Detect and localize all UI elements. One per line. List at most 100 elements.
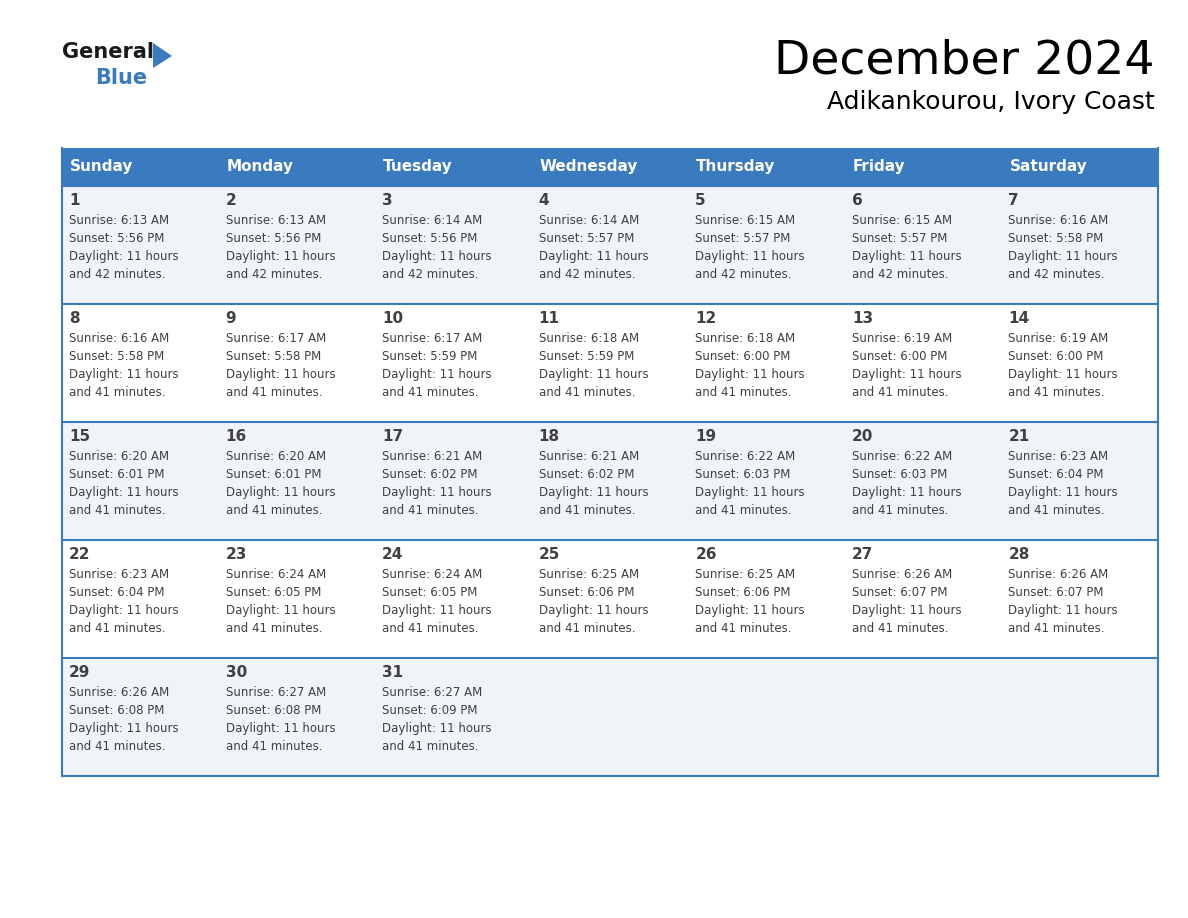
- Text: Daylight: 11 hours: Daylight: 11 hours: [1009, 368, 1118, 381]
- Bar: [62, 304, 219, 422]
- Text: Sunset: 6:05 PM: Sunset: 6:05 PM: [383, 586, 478, 599]
- Text: Sunrise: 6:22 AM: Sunrise: 6:22 AM: [695, 450, 796, 463]
- Text: Daylight: 11 hours: Daylight: 11 hours: [383, 368, 492, 381]
- Bar: [845, 148, 1001, 186]
- Text: Daylight: 11 hours: Daylight: 11 hours: [695, 250, 805, 263]
- Bar: [1001, 658, 1158, 776]
- Text: and 41 minutes.: and 41 minutes.: [695, 504, 791, 517]
- Text: and 42 minutes.: and 42 minutes.: [1009, 268, 1105, 281]
- Text: Daylight: 11 hours: Daylight: 11 hours: [383, 722, 492, 735]
- Text: Sunrise: 6:14 AM: Sunrise: 6:14 AM: [538, 214, 639, 227]
- Bar: [62, 186, 219, 304]
- Bar: [375, 658, 532, 776]
- Text: Sunrise: 6:23 AM: Sunrise: 6:23 AM: [69, 568, 169, 581]
- Text: Sunrise: 6:19 AM: Sunrise: 6:19 AM: [1009, 332, 1108, 345]
- Text: 11: 11: [538, 311, 560, 326]
- Bar: [532, 186, 688, 304]
- Text: Sunset: 6:01 PM: Sunset: 6:01 PM: [226, 468, 321, 481]
- Text: 12: 12: [695, 311, 716, 326]
- Text: Daylight: 11 hours: Daylight: 11 hours: [538, 604, 649, 617]
- Text: Sunrise: 6:13 AM: Sunrise: 6:13 AM: [226, 214, 326, 227]
- Text: and 41 minutes.: and 41 minutes.: [69, 386, 165, 399]
- Text: Sunrise: 6:17 AM: Sunrise: 6:17 AM: [383, 332, 482, 345]
- Bar: [532, 148, 688, 186]
- Text: Sunrise: 6:21 AM: Sunrise: 6:21 AM: [538, 450, 639, 463]
- Bar: [1001, 422, 1158, 540]
- Text: and 42 minutes.: and 42 minutes.: [852, 268, 948, 281]
- Text: Sunday: Sunday: [70, 160, 133, 174]
- Text: Daylight: 11 hours: Daylight: 11 hours: [695, 604, 805, 617]
- Text: and 41 minutes.: and 41 minutes.: [226, 740, 322, 753]
- Text: Sunset: 6:07 PM: Sunset: 6:07 PM: [852, 586, 947, 599]
- Text: December 2024: December 2024: [775, 38, 1155, 83]
- Text: Sunset: 5:59 PM: Sunset: 5:59 PM: [538, 350, 634, 363]
- Text: Sunrise: 6:25 AM: Sunrise: 6:25 AM: [695, 568, 796, 581]
- Text: Sunrise: 6:27 AM: Sunrise: 6:27 AM: [226, 686, 326, 699]
- Bar: [219, 186, 375, 304]
- Text: Sunset: 5:58 PM: Sunset: 5:58 PM: [69, 350, 164, 363]
- Bar: [375, 422, 532, 540]
- Text: 19: 19: [695, 429, 716, 444]
- Text: 10: 10: [383, 311, 403, 326]
- Text: Daylight: 11 hours: Daylight: 11 hours: [383, 486, 492, 499]
- Text: 14: 14: [1009, 311, 1030, 326]
- Text: and 41 minutes.: and 41 minutes.: [383, 622, 479, 635]
- Text: General: General: [62, 42, 154, 62]
- Text: Sunset: 6:05 PM: Sunset: 6:05 PM: [226, 586, 321, 599]
- Text: Sunset: 6:07 PM: Sunset: 6:07 PM: [1009, 586, 1104, 599]
- Text: 8: 8: [69, 311, 80, 326]
- Text: and 42 minutes.: and 42 minutes.: [69, 268, 165, 281]
- Text: Sunrise: 6:16 AM: Sunrise: 6:16 AM: [69, 332, 169, 345]
- Bar: [375, 304, 532, 422]
- Bar: [845, 422, 1001, 540]
- Text: 7: 7: [1009, 193, 1019, 208]
- Text: and 41 minutes.: and 41 minutes.: [538, 504, 636, 517]
- Bar: [62, 148, 219, 186]
- Bar: [219, 148, 375, 186]
- Text: Daylight: 11 hours: Daylight: 11 hours: [226, 368, 335, 381]
- Text: Sunrise: 6:14 AM: Sunrise: 6:14 AM: [383, 214, 482, 227]
- Text: and 41 minutes.: and 41 minutes.: [852, 386, 948, 399]
- Text: Monday: Monday: [227, 160, 293, 174]
- Text: Daylight: 11 hours: Daylight: 11 hours: [69, 250, 178, 263]
- Bar: [688, 304, 845, 422]
- Bar: [1001, 148, 1158, 186]
- Bar: [532, 422, 688, 540]
- Text: 5: 5: [695, 193, 706, 208]
- Text: Sunset: 5:56 PM: Sunset: 5:56 PM: [383, 232, 478, 245]
- Text: 6: 6: [852, 193, 862, 208]
- Text: Sunrise: 6:25 AM: Sunrise: 6:25 AM: [538, 568, 639, 581]
- Bar: [532, 540, 688, 658]
- Text: 28: 28: [1009, 547, 1030, 562]
- Text: Sunrise: 6:24 AM: Sunrise: 6:24 AM: [383, 568, 482, 581]
- Text: 15: 15: [69, 429, 90, 444]
- Text: and 41 minutes.: and 41 minutes.: [1009, 504, 1105, 517]
- Text: and 41 minutes.: and 41 minutes.: [69, 740, 165, 753]
- Text: and 41 minutes.: and 41 minutes.: [538, 386, 636, 399]
- Text: Sunset: 6:02 PM: Sunset: 6:02 PM: [538, 468, 634, 481]
- Text: and 42 minutes.: and 42 minutes.: [383, 268, 479, 281]
- Bar: [688, 148, 845, 186]
- Text: 20: 20: [852, 429, 873, 444]
- Bar: [532, 304, 688, 422]
- Text: Sunrise: 6:18 AM: Sunrise: 6:18 AM: [538, 332, 639, 345]
- Text: Sunset: 6:06 PM: Sunset: 6:06 PM: [538, 586, 634, 599]
- Text: Sunrise: 6:15 AM: Sunrise: 6:15 AM: [695, 214, 796, 227]
- Text: Sunrise: 6:15 AM: Sunrise: 6:15 AM: [852, 214, 952, 227]
- Bar: [1001, 304, 1158, 422]
- Text: 24: 24: [383, 547, 404, 562]
- Bar: [1001, 186, 1158, 304]
- Text: Sunset: 6:02 PM: Sunset: 6:02 PM: [383, 468, 478, 481]
- Text: Daylight: 11 hours: Daylight: 11 hours: [852, 250, 961, 263]
- Text: 16: 16: [226, 429, 247, 444]
- Text: Sunset: 6:06 PM: Sunset: 6:06 PM: [695, 586, 791, 599]
- Polygon shape: [153, 43, 172, 68]
- Text: Sunrise: 6:26 AM: Sunrise: 6:26 AM: [69, 686, 169, 699]
- Text: Blue: Blue: [95, 68, 147, 88]
- Text: and 41 minutes.: and 41 minutes.: [695, 386, 791, 399]
- Text: Daylight: 11 hours: Daylight: 11 hours: [695, 486, 805, 499]
- Text: Sunrise: 6:26 AM: Sunrise: 6:26 AM: [852, 568, 952, 581]
- Text: Sunset: 6:03 PM: Sunset: 6:03 PM: [852, 468, 947, 481]
- Text: 13: 13: [852, 311, 873, 326]
- Text: and 41 minutes.: and 41 minutes.: [852, 622, 948, 635]
